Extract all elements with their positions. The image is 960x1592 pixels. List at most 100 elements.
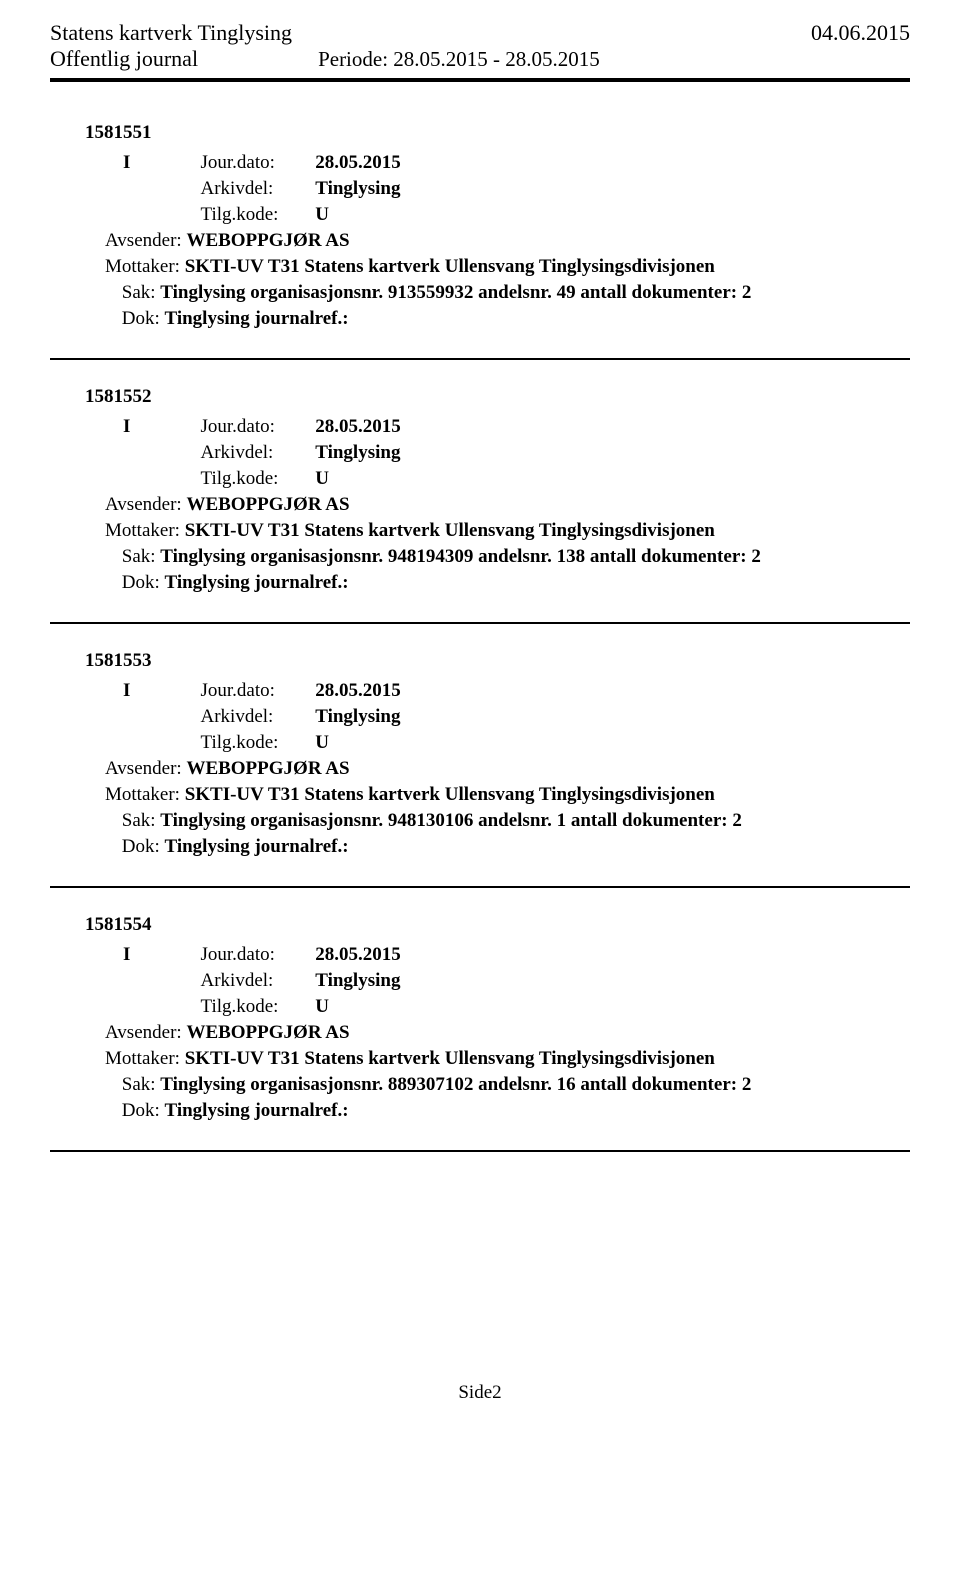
dok-label: Dok: (122, 308, 160, 329)
tilgkode-label: Tilg.kode: (201, 468, 311, 490)
arkivdel-value: Tinglysing (315, 178, 400, 199)
entry-separator (50, 886, 910, 888)
sak-label: Sak: (122, 546, 156, 567)
jourdato-label: Jour.dato: (201, 680, 311, 702)
entry-mottaker-line: Mottaker: SKTI-UV T31 Statens kartverk U… (105, 256, 910, 278)
mottaker-label: Mottaker: (105, 784, 180, 805)
entry-dok-line: Dok: Tinglysing journalref.: (105, 308, 910, 330)
tilgkode-value: U (315, 204, 329, 225)
jourdato-value: 28.05.2015 (315, 152, 401, 173)
sak-value: Tinglysing organisasjonsnr. 889307102 an… (160, 1074, 751, 1095)
dok-value: Tinglysing journalref.: (165, 572, 349, 593)
jourdato-label: Jour.dato: (201, 944, 311, 966)
mottaker-label: Mottaker: (105, 520, 180, 541)
sak-value: Tinglysing organisasjonsnr. 913559932 an… (160, 282, 751, 303)
sak-value: Tinglysing organisasjonsnr. 948194309 an… (160, 546, 761, 567)
entry-avsender-line: Avsender: WEBOPPGJØR AS (105, 758, 910, 780)
avsender-value: WEBOPPGJØR AS (186, 230, 349, 251)
avsender-label: Avsender: (105, 1022, 182, 1043)
entry-dok-line: Dok: Tinglysing journalref.: (105, 1100, 910, 1122)
mottaker-label: Mottaker: (105, 256, 180, 277)
entry-arkivdel-line: Arkivdel: Tinglysing (123, 970, 910, 992)
entries-list: 1581551 I Jour.dato: 28.05.2015 Arkivdel… (50, 122, 910, 1152)
arkivdel-value: Tinglysing (315, 706, 400, 727)
entry-id: 1581553 (85, 650, 910, 672)
arkivdel-label: Arkivdel: (201, 442, 311, 464)
avsender-label: Avsender: (105, 758, 182, 779)
sak-label: Sak: (122, 810, 156, 831)
arkivdel-value: Tinglysing (315, 970, 400, 991)
journal-entry: 1581554 I Jour.dato: 28.05.2015 Arkivdel… (85, 914, 910, 1122)
dok-label: Dok: (122, 572, 160, 593)
entry-id: 1581554 (85, 914, 910, 936)
entry-separator (50, 358, 910, 360)
entry-avsender-line: Avsender: WEBOPPGJØR AS (105, 494, 910, 516)
entry-id: 1581552 (85, 386, 910, 408)
arkivdel-label: Arkivdel: (201, 970, 311, 992)
entry-tilgkode-line: Tilg.kode: U (123, 468, 910, 490)
jourdato-value: 28.05.2015 (315, 680, 401, 701)
entry-mottaker-line: Mottaker: SKTI-UV T31 Statens kartverk U… (105, 520, 910, 542)
journal-entry: 1581552 I Jour.dato: 28.05.2015 Arkivdel… (85, 386, 910, 594)
header-row-2: Offentlig journal Periode: 28.05.2015 - … (50, 46, 910, 72)
entry-id: 1581551 (85, 122, 910, 144)
avsender-label: Avsender: (105, 494, 182, 515)
page-footer: Side2 (50, 1382, 910, 1404)
header-periode: Periode: 28.05.2015 - 28.05.2015 (318, 47, 600, 72)
header-date: 04.06.2015 (811, 20, 910, 46)
mottaker-value: SKTI-UV T31 Statens kartverk Ullensvang … (185, 784, 715, 805)
tilgkode-label: Tilg.kode: (201, 996, 311, 1018)
entry-sak-line: Sak: Tinglysing organisasjonsnr. 9481301… (105, 810, 910, 832)
avsender-value: WEBOPPGJØR AS (186, 1022, 349, 1043)
tilgkode-value: U (315, 996, 329, 1017)
entry-arkivdel-line: Arkivdel: Tinglysing (123, 442, 910, 464)
jourdato-value: 28.05.2015 (315, 416, 401, 437)
entry-separator (50, 622, 910, 624)
mottaker-value: SKTI-UV T31 Statens kartverk Ullensvang … (185, 256, 715, 277)
entry-tilgkode-line: Tilg.kode: U (123, 732, 910, 754)
arkivdel-label: Arkivdel: (201, 706, 311, 728)
avsender-label: Avsender: (105, 230, 182, 251)
entry-jourdato-line: I Jour.dato: 28.05.2015 (123, 416, 910, 438)
dok-label: Dok: (122, 1100, 160, 1121)
tilgkode-value: U (315, 468, 329, 489)
tilgkode-label: Tilg.kode: (201, 204, 311, 226)
sak-label: Sak: (122, 1074, 156, 1095)
header-org: Statens kartverk Tinglysing (50, 20, 292, 46)
entry-jourdato-line: I Jour.dato: 28.05.2015 (123, 680, 910, 702)
sak-value: Tinglysing organisasjonsnr. 948130106 an… (160, 810, 742, 831)
periode-value: 28.05.2015 - 28.05.2015 (393, 47, 600, 71)
dok-value: Tinglysing journalref.: (165, 836, 349, 857)
page-header: Statens kartverk Tinglysing 04.06.2015 O… (50, 20, 910, 82)
mottaker-value: SKTI-UV T31 Statens kartverk Ullensvang … (185, 1048, 715, 1069)
entry-arkivdel-line: Arkivdel: Tinglysing (123, 178, 910, 200)
entry-jourdato-line: I Jour.dato: 28.05.2015 (123, 944, 910, 966)
periode-label: Periode: (318, 47, 388, 71)
entry-avsender-line: Avsender: WEBOPPGJØR AS (105, 1022, 910, 1044)
avsender-value: WEBOPPGJØR AS (186, 494, 349, 515)
entry-io: I (123, 944, 143, 966)
page-container: Statens kartverk Tinglysing 04.06.2015 O… (0, 0, 960, 1444)
jourdato-label: Jour.dato: (201, 416, 311, 438)
entry-avsender-line: Avsender: WEBOPPGJØR AS (105, 230, 910, 252)
arkivdel-value: Tinglysing (315, 442, 400, 463)
entry-dok-line: Dok: Tinglysing journalref.: (105, 572, 910, 594)
entry-mottaker-line: Mottaker: SKTI-UV T31 Statens kartverk U… (105, 1048, 910, 1070)
jourdato-label: Jour.dato: (201, 152, 311, 174)
entry-tilgkode-line: Tilg.kode: U (123, 204, 910, 226)
entry-sak-line: Sak: Tinglysing organisasjonsnr. 9481943… (105, 546, 910, 568)
entry-io: I (123, 152, 143, 174)
header-rule (50, 78, 910, 82)
arkivdel-label: Arkivdel: (201, 178, 311, 200)
entry-separator (50, 1150, 910, 1152)
mottaker-label: Mottaker: (105, 1048, 180, 1069)
dok-value: Tinglysing journalref.: (165, 1100, 349, 1121)
jourdato-value: 28.05.2015 (315, 944, 401, 965)
entry-mottaker-line: Mottaker: SKTI-UV T31 Statens kartverk U… (105, 784, 910, 806)
entry-tilgkode-line: Tilg.kode: U (123, 996, 910, 1018)
journal-entry: 1581551 I Jour.dato: 28.05.2015 Arkivdel… (85, 122, 910, 330)
entry-dok-line: Dok: Tinglysing journalref.: (105, 836, 910, 858)
dok-label: Dok: (122, 836, 160, 857)
entry-arkivdel-line: Arkivdel: Tinglysing (123, 706, 910, 728)
tilgkode-value: U (315, 732, 329, 753)
